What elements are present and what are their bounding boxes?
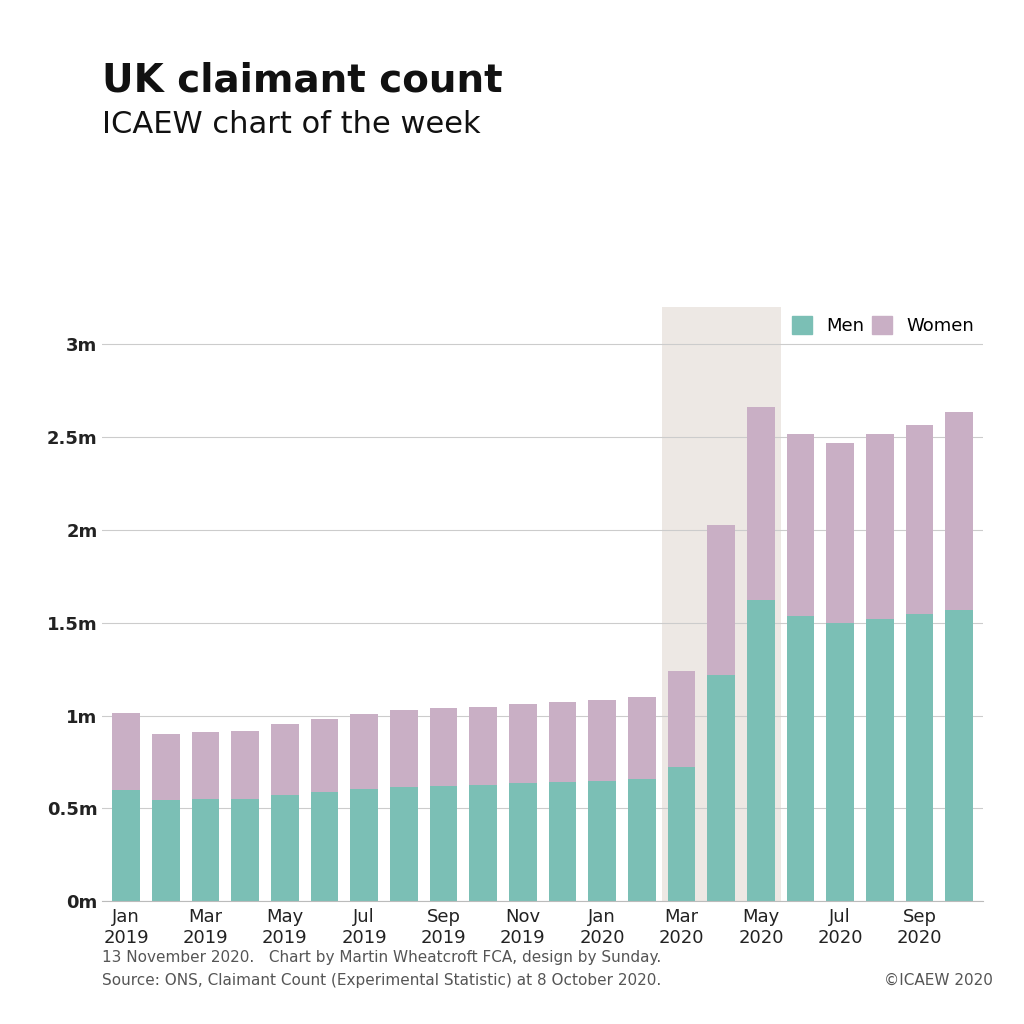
Bar [350, 714, 378, 788]
Bar [509, 783, 537, 901]
Bar [905, 425, 934, 614]
Bar [748, 600, 775, 901]
Bar [271, 724, 299, 795]
Bar [549, 782, 577, 901]
Text: Source: ONS, Claimant Count (Experimental Statistic) at 8 October 2020.: Source: ONS, Claimant Count (Experimenta… [102, 973, 662, 988]
Bar [113, 714, 140, 791]
Bar [310, 792, 338, 901]
Bar [390, 710, 418, 786]
Bar [271, 795, 299, 901]
Bar [152, 801, 180, 901]
Bar [628, 779, 655, 901]
Bar [191, 800, 219, 901]
Bar [628, 697, 655, 779]
Bar [350, 788, 378, 901]
Bar [905, 614, 934, 901]
Bar [945, 609, 973, 901]
Text: ICAEW chart of the week: ICAEW chart of the week [102, 110, 481, 138]
Bar [152, 734, 180, 801]
Bar [668, 767, 695, 901]
Bar [786, 616, 814, 901]
Bar [708, 525, 735, 675]
Text: UK claimant count: UK claimant count [102, 61, 503, 99]
Bar [589, 700, 616, 781]
Bar [469, 784, 497, 901]
Bar [390, 786, 418, 901]
Bar [786, 434, 814, 616]
Bar [826, 443, 854, 624]
Text: 13 November 2020.   Chart by Martin Wheatcroft FCA, design by Sunday.: 13 November 2020. Chart by Martin Wheatc… [102, 950, 662, 966]
Bar [191, 732, 219, 800]
Bar [113, 791, 140, 901]
Bar [708, 675, 735, 901]
Bar [826, 624, 854, 901]
Bar [310, 719, 338, 792]
Bar [866, 434, 894, 618]
Bar [668, 671, 695, 767]
Bar [430, 785, 458, 901]
Bar [866, 618, 894, 901]
Legend: Men, Women: Men, Women [793, 316, 974, 335]
Bar [509, 705, 537, 783]
Bar [662, 307, 780, 901]
Bar [469, 707, 497, 784]
Bar [231, 731, 259, 799]
Bar [748, 407, 775, 600]
Bar [945, 413, 973, 609]
Text: ©ICAEW 2020: ©ICAEW 2020 [885, 973, 993, 988]
Bar [549, 701, 577, 782]
Bar [430, 709, 458, 785]
Bar [589, 781, 616, 901]
Bar [231, 799, 259, 901]
